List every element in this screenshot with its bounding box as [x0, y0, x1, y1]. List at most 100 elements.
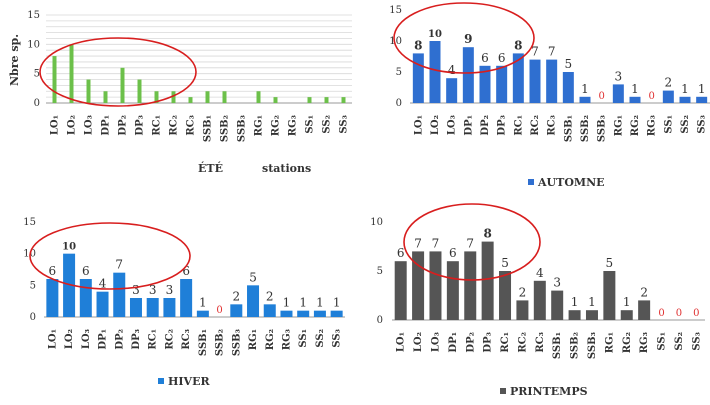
bar-spring	[620, 310, 633, 320]
bar-spring	[464, 251, 477, 320]
category-label: SS₁	[657, 332, 668, 351]
bar-spring	[412, 251, 425, 320]
bar-spring	[516, 300, 529, 320]
data-label: 7	[432, 236, 440, 250]
category-label: SS₁	[305, 115, 316, 134]
chart-autumn: 0510158LO₁10LO₂4LO₃9DP₁6DP₂6DP₃8RC₁7RC₂7…	[389, 2, 710, 189]
category-label: SSB₃	[231, 329, 242, 356]
category-label: LO₃	[84, 115, 95, 135]
bar-winter	[247, 285, 260, 317]
legend-swatch	[158, 378, 164, 384]
bar-winter	[313, 310, 326, 317]
category-label: RC₁	[148, 329, 159, 350]
data-label: 7	[115, 258, 123, 272]
category-label: SSB₃	[587, 332, 598, 359]
category-label: LO₂	[67, 115, 78, 135]
data-label: 1	[299, 296, 307, 310]
data-label: 1	[698, 82, 706, 96]
chart-summer: 0 5 10 15 LO₁ LO₂ LO₃ DP₁ DP₂ DP₃ RC₁ RC₂ RC₃ SSB₁ SSB…	[8, 10, 352, 175]
data-label: 2	[232, 289, 240, 303]
bar-winter	[196, 310, 209, 317]
y-tick-label: 5	[396, 67, 402, 78]
bar-winter	[330, 310, 343, 317]
category-label: SS₂	[315, 329, 326, 348]
data-label: 3	[132, 283, 140, 297]
data-label: 2	[640, 285, 648, 299]
category-label: RG₂	[271, 115, 282, 136]
category-label: RC₃	[186, 115, 197, 136]
category-label: LO₂	[430, 115, 441, 135]
bar-autumn	[429, 41, 441, 103]
category-label: RC₁	[152, 115, 163, 136]
category-label: RG₁	[604, 332, 615, 353]
y-tick-label: 0	[396, 98, 402, 109]
chart-spring: 05106LO₁7LO₂7LO₃6DP₁7DP₂8DP₃5RC₁2RC₂4RC₃…	[370, 203, 705, 398]
category-label: SSB₁	[552, 332, 563, 359]
highlight-ellipse	[29, 222, 191, 290]
data-label: 1	[199, 296, 207, 310]
data-label: 7	[548, 45, 556, 59]
data-label: 4	[99, 277, 107, 291]
category-label: SS₃	[339, 115, 350, 134]
category-label: SS₂	[674, 332, 685, 351]
highlight-ellipse	[403, 203, 541, 281]
bar-autumn	[546, 59, 558, 103]
data-label: 8	[483, 227, 491, 241]
bar-summer	[222, 91, 227, 103]
category-label: SSB₁	[203, 115, 214, 142]
y-tick-label: 15	[389, 5, 402, 16]
bar-spring	[585, 310, 598, 320]
data-label: 10	[62, 242, 76, 253]
data-label: 0	[676, 308, 682, 319]
bar-winter	[280, 310, 293, 317]
data-label: 4	[448, 63, 456, 77]
category-label: SSB₂	[220, 115, 231, 142]
data-label: 9	[464, 32, 472, 46]
category-label: LO₁	[47, 329, 58, 349]
data-label: 1	[631, 82, 639, 96]
bar-spring	[429, 251, 442, 320]
bar-autumn	[479, 65, 491, 103]
category-label: LO₁	[50, 115, 61, 135]
category-label: RG₁	[254, 115, 265, 136]
category-label: LO₃	[81, 329, 92, 349]
y-tick-label: 0	[30, 312, 36, 323]
bar-autumn	[512, 53, 524, 103]
category-label: SS₂	[322, 115, 333, 134]
data-label: 6	[449, 246, 457, 260]
bar-autumn	[462, 47, 474, 103]
category-label: RG₃	[647, 115, 658, 136]
y-tick-label: 15	[27, 10, 40, 21]
bar-autumn	[496, 65, 508, 103]
data-label: 2	[665, 76, 673, 90]
data-label: 7	[531, 45, 539, 59]
y-tick-label: 0	[34, 98, 40, 109]
category-label: DP₁	[463, 115, 474, 136]
category-label: SS₂	[680, 115, 691, 134]
bar-summer	[86, 79, 91, 103]
data-label: 1	[283, 296, 291, 310]
bar-spring	[533, 280, 546, 320]
bar-summer	[188, 97, 193, 103]
category-label: DP₁	[448, 332, 459, 353]
data-label: 7	[466, 236, 474, 250]
category-label: RG₁	[248, 329, 259, 350]
data-label: 1	[316, 296, 324, 310]
data-label: 1	[333, 296, 341, 310]
bar-summer	[154, 91, 159, 103]
category-label: LO₂	[413, 332, 424, 352]
legend-label: AUTOMNE	[537, 176, 605, 189]
category-label: SS₁	[663, 115, 674, 134]
category-label: DP₁	[98, 329, 109, 350]
category-label: RG₃	[639, 332, 650, 353]
y-tick-label: 10	[370, 217, 383, 228]
bar-summer	[307, 97, 312, 103]
bar-winter	[146, 298, 159, 317]
category-label: SSB₂	[215, 329, 226, 356]
y-tick-label: 0	[377, 315, 383, 326]
data-label: 0	[216, 305, 222, 316]
bar-autumn	[529, 59, 541, 103]
bar-winter	[79, 279, 92, 317]
bar-autumn	[662, 90, 674, 103]
legend-label: PRINTEMPS	[510, 385, 588, 398]
